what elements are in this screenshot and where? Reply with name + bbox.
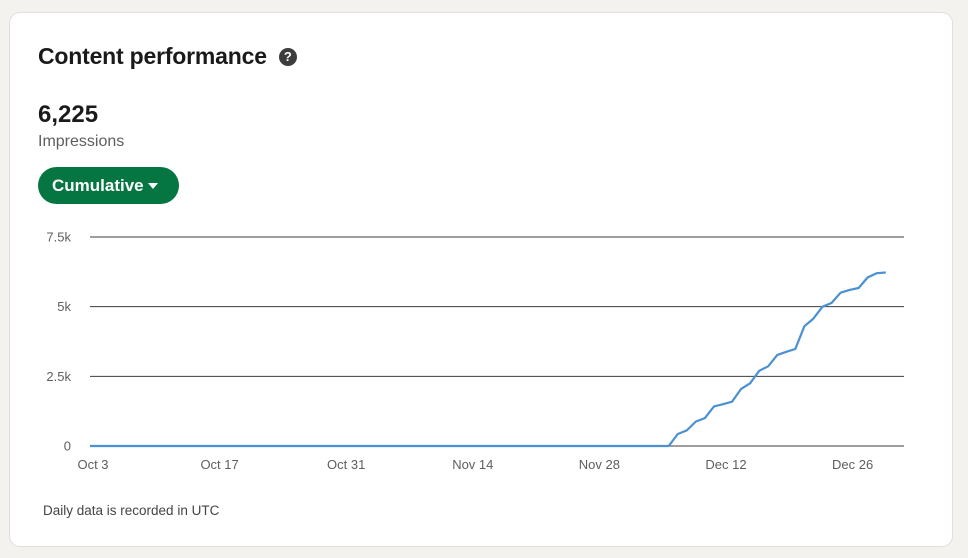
utc-footnote: Daily data is recorded in UTC xyxy=(43,503,220,518)
y-tick-label: 5k xyxy=(57,299,71,314)
y-tick-label: 0 xyxy=(64,439,71,454)
cumulative-dropdown-button[interactable]: Cumulative xyxy=(38,167,179,204)
x-tick-label: Oct 31 xyxy=(327,457,365,472)
impressions-label: Impressions xyxy=(38,133,125,150)
card-header: Content performance ? xyxy=(38,43,297,70)
y-tick-label: 7.5k xyxy=(46,230,71,245)
x-tick-label: Dec 12 xyxy=(705,457,746,472)
impressions-value: 6,225 xyxy=(38,101,99,128)
question-circle-icon[interactable]: ? xyxy=(278,47,297,66)
content-performance-card: Content performance ? 6,225 Impressions … xyxy=(10,13,952,546)
impressions-line-chart: 7.5k 5k 2.5k 0 Oct 3 Oct 17 Oct 31 Nov 14 Nov 28… xyxy=(46,230,904,472)
x-tick-label: Oct 17 xyxy=(200,457,238,472)
dropdown-label: Cumulative xyxy=(52,175,144,195)
x-tick-label: Oct 3 xyxy=(77,457,108,472)
card-title: Content performance xyxy=(38,43,267,69)
caret-down-icon xyxy=(147,182,158,189)
y-tick-label: 2.5k xyxy=(46,369,71,384)
x-tick-label: Dec 26 xyxy=(832,457,873,472)
x-tick-label: Nov 14 xyxy=(452,457,493,472)
x-tick-label: Nov 28 xyxy=(579,457,620,472)
series-line xyxy=(90,271,886,448)
